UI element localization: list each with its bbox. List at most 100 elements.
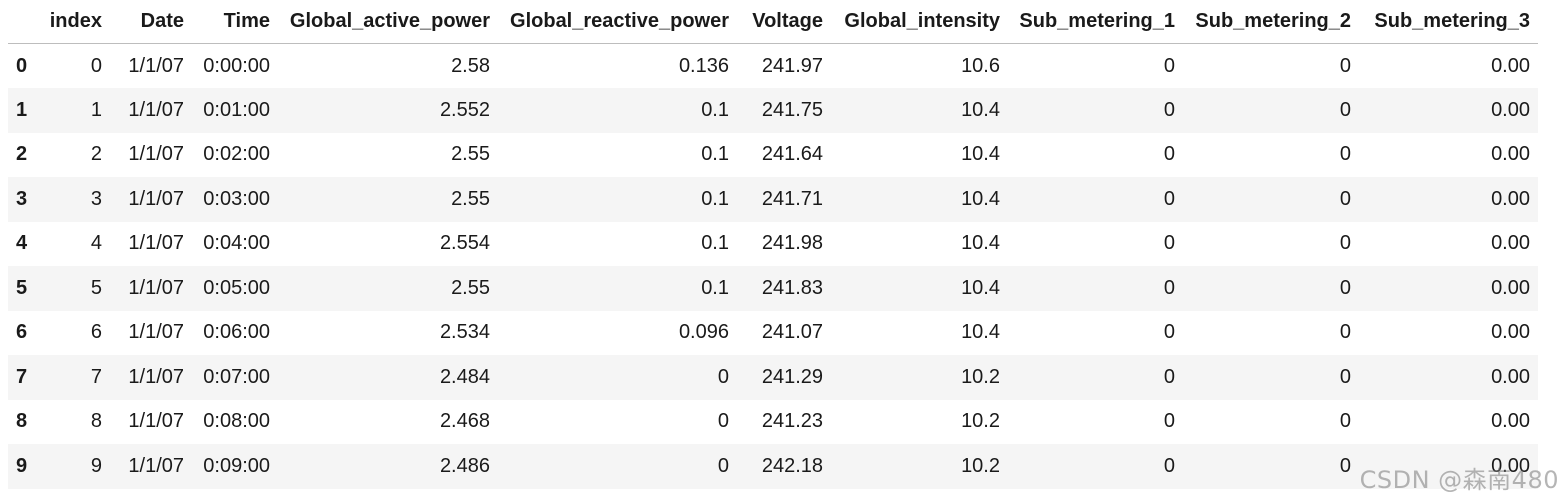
table-cell: 0	[1339, 454, 1351, 477]
table-cell: 1	[90, 98, 102, 121]
table-cell: 10.4	[961, 143, 1000, 166]
table-cell: 0	[1339, 365, 1351, 388]
table-cell: 0	[1339, 410, 1351, 433]
table-cell: 0.1	[701, 98, 729, 121]
table-cell: 7	[90, 365, 102, 388]
table-cell: 0.00	[1491, 410, 1530, 433]
table-cell: 0:08:00	[203, 410, 270, 433]
table-cell: 0:05:00	[203, 276, 270, 299]
table-cell: 0:01:00	[203, 98, 270, 121]
table-cell: 10.4	[961, 321, 1000, 344]
table-cell: 0	[717, 454, 729, 477]
table-cell: 1/1/07	[128, 410, 184, 433]
table-cell: 9	[90, 454, 102, 477]
table-body: 0 0 1/1/07 0:00:00 2.58 0.136 241.97 10.6 0 0 0.00…	[8, 44, 1538, 489]
table-cell: 2.55	[451, 187, 490, 210]
table-cell: 0	[1339, 98, 1351, 121]
table-row: 7 7 1/1/07 0:07:00 2.484 0 241.29 10.2 0 0 0.00	[8, 355, 1538, 400]
table-cell: 2.55	[451, 276, 490, 299]
table-cell: 0:07:00	[203, 365, 270, 388]
table-cell: 8	[90, 410, 102, 433]
index-header	[8, 0, 40, 44]
table-cell: 0:09:00	[203, 454, 270, 477]
table-row: 5 5 1/1/07 0:05:00 2.55 0.1 241.83 10.4 0 0 0.00	[8, 266, 1538, 311]
table-cell: 0:02:00	[203, 143, 270, 166]
table-cell: 1/1/07	[128, 143, 184, 166]
table-cell: 2.552	[439, 98, 490, 121]
table-cell: 1/1/07	[128, 187, 184, 210]
table-cell: 0	[1339, 321, 1351, 344]
column-header: Global_intensity	[831, 0, 1008, 44]
table-cell: 0.00	[1491, 143, 1530, 166]
table-cell: 242.18	[761, 454, 823, 477]
header-row: index Date Time Global_active_power Global_r…	[8, 0, 1538, 44]
column-header: index	[40, 0, 110, 44]
table-row: 0 0 1/1/07 0:00:00 2.58 0.136 241.97 10.6 0 0 0.00	[8, 44, 1538, 89]
table-cell: 0.00	[1491, 365, 1530, 388]
table-cell: 10.4	[961, 276, 1000, 299]
column-header: Sub_metering_3	[1359, 0, 1538, 44]
table-row: 4 4 1/1/07 0:04:00 2.554 0.1 241.98 10.4 0 0 0.00	[8, 222, 1538, 267]
table-cell: 0.00	[1491, 232, 1530, 255]
table-cell: 2.484	[439, 365, 490, 388]
table-cell: 0.136	[678, 54, 729, 77]
table-cell: 0.00	[1491, 454, 1530, 477]
table-cell: 2.534	[439, 321, 490, 344]
table-cell: 0	[1163, 365, 1175, 388]
table-cell: 1/1/07	[128, 276, 184, 299]
table-cell: 241.71	[761, 187, 823, 210]
column-header: Global_reactive_power	[498, 0, 737, 44]
table-cell: 2.58	[451, 54, 490, 77]
table-cell: 5	[90, 276, 102, 299]
table-cell: 0	[1339, 54, 1351, 77]
row-index-label: 5	[16, 276, 28, 299]
table-cell: 0.00	[1491, 276, 1530, 299]
table-cell: 241.64	[761, 143, 823, 166]
table-row: 6 6 1/1/07 0:06:00 2.534 0.096 241.07 10.4 0 0 0.0…	[8, 311, 1538, 356]
table-cell: 10.4	[961, 187, 1000, 210]
table-cell: 2.554	[439, 232, 490, 255]
table-row: 8 8 1/1/07 0:08:00 2.468 0 241.23 10.2 0 0 0.00	[8, 400, 1538, 445]
table-cell: 0:00:00	[203, 54, 270, 77]
column-header: Voltage	[737, 0, 831, 44]
table-cell: 10.6	[961, 54, 1000, 77]
row-index-label: 6	[16, 321, 28, 344]
table-cell: 10.2	[961, 365, 1000, 388]
row-index-label: 0	[16, 54, 28, 77]
table-cell: 0.1	[701, 187, 729, 210]
column-header: Sub_metering_2	[1183, 0, 1359, 44]
table-cell: 1/1/07	[128, 321, 184, 344]
table-cell: 0	[1339, 143, 1351, 166]
table-cell: 1/1/07	[128, 232, 184, 255]
table-cell: 10.2	[961, 410, 1000, 433]
column-header: Time	[192, 0, 278, 44]
table-cell: 3	[90, 187, 102, 210]
table-cell: 0.00	[1491, 187, 1530, 210]
table-cell: 0.1	[701, 143, 729, 166]
table-cell: 0	[1163, 98, 1175, 121]
table-row: 2 2 1/1/07 0:02:00 2.55 0.1 241.64 10.4 0 0 0.00	[8, 133, 1538, 178]
table-row: 1 1 1/1/07 0:01:00 2.552 0.1 241.75 10.4 0 0 0.00	[8, 88, 1538, 133]
table-cell: 1/1/07	[128, 365, 184, 388]
table-cell: 0.00	[1491, 98, 1530, 121]
table-cell: 0.1	[701, 276, 729, 299]
table-cell: 0	[1163, 454, 1175, 477]
table-cell: 241.98	[761, 232, 823, 255]
table-cell: 0	[1339, 276, 1351, 299]
table-cell: 0	[90, 54, 102, 77]
table-cell: 0	[1163, 232, 1175, 255]
table-cell: 241.83	[761, 276, 823, 299]
table-cell: 10.4	[961, 98, 1000, 121]
table-cell: 10.4	[961, 232, 1000, 255]
table-cell: 2.55	[451, 143, 490, 166]
row-index-label: 2	[16, 143, 28, 166]
table-cell: 10.2	[961, 454, 1000, 477]
dataframe-table: index Date Time Global_active_power Global_r…	[8, 0, 1538, 489]
table-cell: 0.00	[1491, 321, 1530, 344]
column-header: Date	[110, 0, 192, 44]
table-cell: 0	[717, 365, 729, 388]
table-cell: 1/1/07	[128, 98, 184, 121]
row-index-label: 4	[16, 232, 28, 255]
table-cell: 0.096	[678, 321, 729, 344]
table-cell: 0	[1339, 232, 1351, 255]
